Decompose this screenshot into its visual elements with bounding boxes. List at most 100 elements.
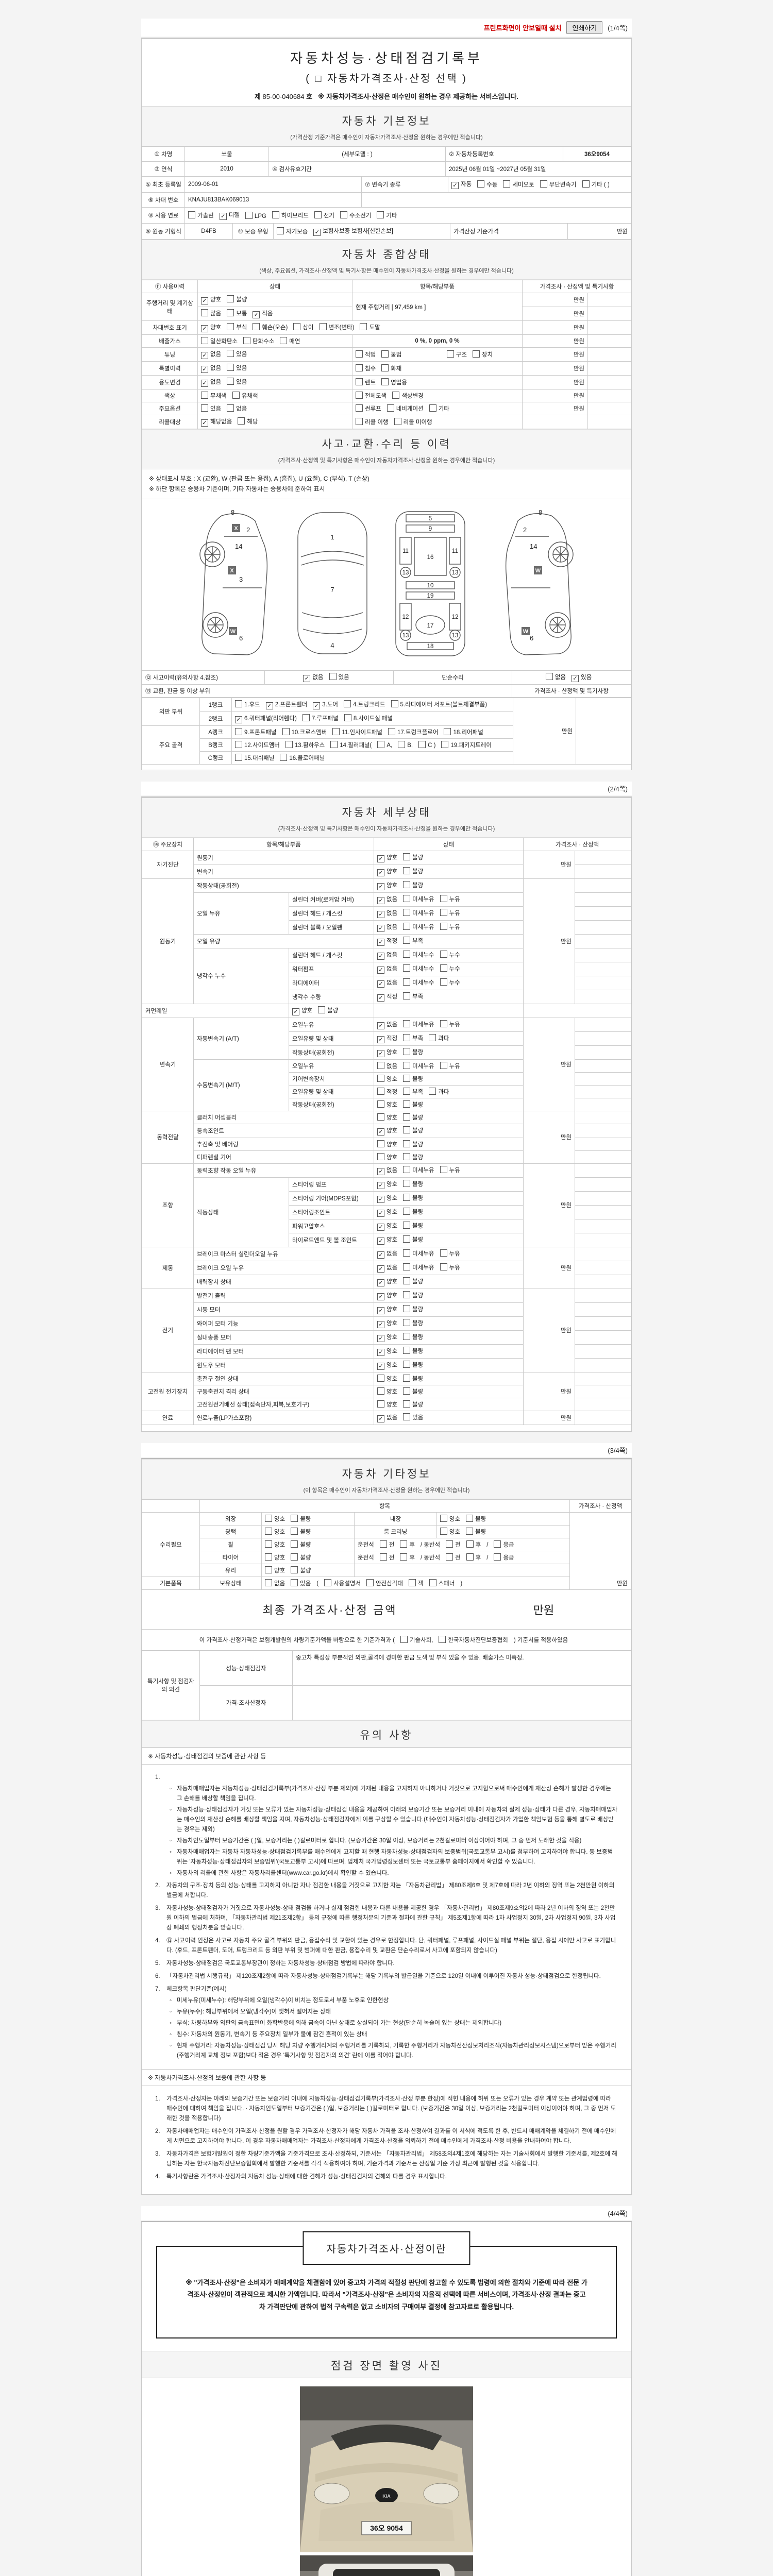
checkbox-unchecked[interactable] <box>235 727 242 735</box>
checkbox-checked[interactable]: ✓ <box>377 938 384 946</box>
checkbox-unchecked[interactable] <box>265 1579 272 1586</box>
checkbox-checked[interactable]: ✓ <box>377 1265 384 1273</box>
checkbox-unchecked[interactable] <box>403 1221 411 1229</box>
checkbox-unchecked[interactable] <box>545 672 553 680</box>
checkbox-unchecked[interactable] <box>440 1514 447 1522</box>
checkbox-unchecked[interactable] <box>403 992 411 999</box>
checkbox-unchecked[interactable] <box>379 1553 387 1561</box>
checkbox-checked[interactable]: ✓ <box>377 855 384 862</box>
checkbox-unchecked[interactable] <box>403 1100 411 1108</box>
checkbox-unchecked[interactable] <box>291 1514 298 1522</box>
checkbox-unchecked[interactable] <box>201 309 208 316</box>
checkbox-unchecked[interactable] <box>403 1165 411 1173</box>
checkbox-unchecked[interactable] <box>429 1033 436 1041</box>
checkbox-unchecked[interactable] <box>472 350 480 358</box>
checkbox-unchecked[interactable] <box>377 1074 384 1082</box>
checkbox-checked[interactable]: ✓ <box>377 1320 384 1328</box>
checkbox-unchecked[interactable] <box>201 337 208 344</box>
checkbox-unchecked[interactable] <box>356 392 363 399</box>
checkbox-unchecked[interactable] <box>440 978 447 986</box>
checkbox-unchecked[interactable] <box>265 1540 272 1548</box>
checkbox-unchecked[interactable] <box>440 894 447 902</box>
checkbox-unchecked[interactable] <box>291 1527 298 1535</box>
checkbox-unchecked[interactable] <box>377 1140 384 1147</box>
checkbox-unchecked[interactable] <box>377 1374 384 1382</box>
checkbox-checked[interactable]: ✓ <box>377 1181 384 1189</box>
checkbox-checked[interactable]: ✓ <box>377 1223 384 1231</box>
checkbox-unchecked[interactable] <box>440 1249 447 1257</box>
checkbox-unchecked[interactable] <box>291 1579 298 1586</box>
checkbox-unchecked[interactable] <box>403 1235 411 1243</box>
checkbox-checked[interactable]: ✓ <box>377 1128 384 1136</box>
checkbox-unchecked[interactable] <box>377 1387 384 1395</box>
checkbox-unchecked[interactable] <box>329 672 337 680</box>
checkbox-unchecked[interactable] <box>400 1540 408 1548</box>
checkbox-unchecked[interactable] <box>356 364 363 371</box>
checkbox-unchecked[interactable] <box>201 392 208 399</box>
checkbox-checked[interactable]: ✓ <box>377 1251 384 1259</box>
checkbox-unchecked[interactable] <box>245 211 253 219</box>
checkbox-unchecked[interactable] <box>403 1113 411 1121</box>
checkbox-unchecked[interactable] <box>403 1140 411 1147</box>
checkbox-checked[interactable]: ✓ <box>377 952 384 960</box>
checkbox-checked[interactable]: ✓ <box>377 883 384 890</box>
checkbox-checked[interactable]: ✓ <box>451 182 459 189</box>
checkbox-checked[interactable]: ✓ <box>377 896 384 904</box>
checkbox-unchecked[interactable] <box>477 180 485 188</box>
checkbox-unchecked[interactable] <box>403 894 411 902</box>
checkbox-unchecked[interactable] <box>377 1400 384 1408</box>
checkbox-unchecked[interactable] <box>253 323 260 330</box>
checkbox-unchecked[interactable] <box>340 211 348 218</box>
checkbox-checked[interactable]: ✓ <box>572 674 579 682</box>
checkbox-unchecked[interactable] <box>318 1006 326 1013</box>
checkbox-unchecked[interactable] <box>280 753 288 761</box>
checkbox-unchecked[interactable] <box>403 1360 411 1368</box>
checkbox-unchecked[interactable] <box>238 417 245 425</box>
checkbox-unchecked[interactable] <box>227 350 234 357</box>
checkbox-unchecked[interactable] <box>227 309 234 316</box>
checkbox-unchecked[interactable] <box>494 1553 501 1561</box>
checkbox-unchecked[interactable] <box>466 1540 474 1548</box>
checkbox-unchecked[interactable] <box>377 740 385 748</box>
checkbox-unchecked[interactable] <box>403 1126 411 1133</box>
checkbox-unchecked[interactable] <box>227 404 234 412</box>
checkbox-unchecked[interactable] <box>344 700 351 707</box>
checkbox-checked[interactable]: ✓ <box>377 994 384 1002</box>
checkbox-unchecked[interactable] <box>403 1291 411 1298</box>
checkbox-unchecked[interactable] <box>391 700 398 707</box>
checkbox-unchecked[interactable] <box>403 1193 411 1201</box>
checkbox-checked[interactable]: ✓ <box>201 352 208 359</box>
checkbox-unchecked[interactable] <box>440 1020 447 1027</box>
checkbox-unchecked[interactable] <box>403 922 411 930</box>
checkbox-unchecked[interactable] <box>440 1165 447 1173</box>
checkbox-unchecked[interactable] <box>403 1387 411 1395</box>
checkbox-unchecked[interactable] <box>377 1153 384 1160</box>
print-install-link[interactable]: 프린트화면이 안보일때 설치 <box>483 24 562 32</box>
checkbox-unchecked[interactable] <box>400 1635 408 1643</box>
checkbox-unchecked[interactable] <box>403 1318 411 1326</box>
checkbox-unchecked[interactable] <box>379 1540 387 1548</box>
checkbox-checked[interactable]: ✓ <box>377 1049 384 1057</box>
checkbox-unchecked[interactable] <box>466 1527 474 1535</box>
checkbox-checked[interactable]: ✓ <box>377 1415 384 1422</box>
checkbox-checked[interactable]: ✓ <box>377 1293 384 1300</box>
checkbox-checked[interactable]: ✓ <box>253 311 260 318</box>
checkbox-checked[interactable]: ✓ <box>377 1334 384 1342</box>
checkbox-unchecked[interactable] <box>366 1579 374 1586</box>
checkbox-unchecked[interactable] <box>403 1304 411 1312</box>
print-button[interactable]: 인쇄하기 <box>566 21 603 34</box>
checkbox-checked[interactable]: ✓ <box>377 1348 384 1356</box>
checkbox-checked[interactable]: ✓ <box>377 1036 384 1043</box>
checkbox-unchecked[interactable] <box>403 867 411 874</box>
checkbox-checked[interactable]: ✓ <box>265 702 273 709</box>
checkbox-unchecked[interactable] <box>403 1074 411 1082</box>
checkbox-unchecked[interactable] <box>388 727 396 735</box>
checkbox-unchecked[interactable] <box>582 180 590 188</box>
checkbox-unchecked[interactable] <box>403 1061 411 1069</box>
checkbox-unchecked[interactable] <box>403 950 411 958</box>
checkbox-checked[interactable]: ✓ <box>377 1195 384 1203</box>
checkbox-unchecked[interactable] <box>243 337 250 344</box>
checkbox-unchecked[interactable] <box>429 404 436 412</box>
checkbox-unchecked[interactable] <box>188 211 195 218</box>
checkbox-unchecked[interactable] <box>439 1635 446 1643</box>
